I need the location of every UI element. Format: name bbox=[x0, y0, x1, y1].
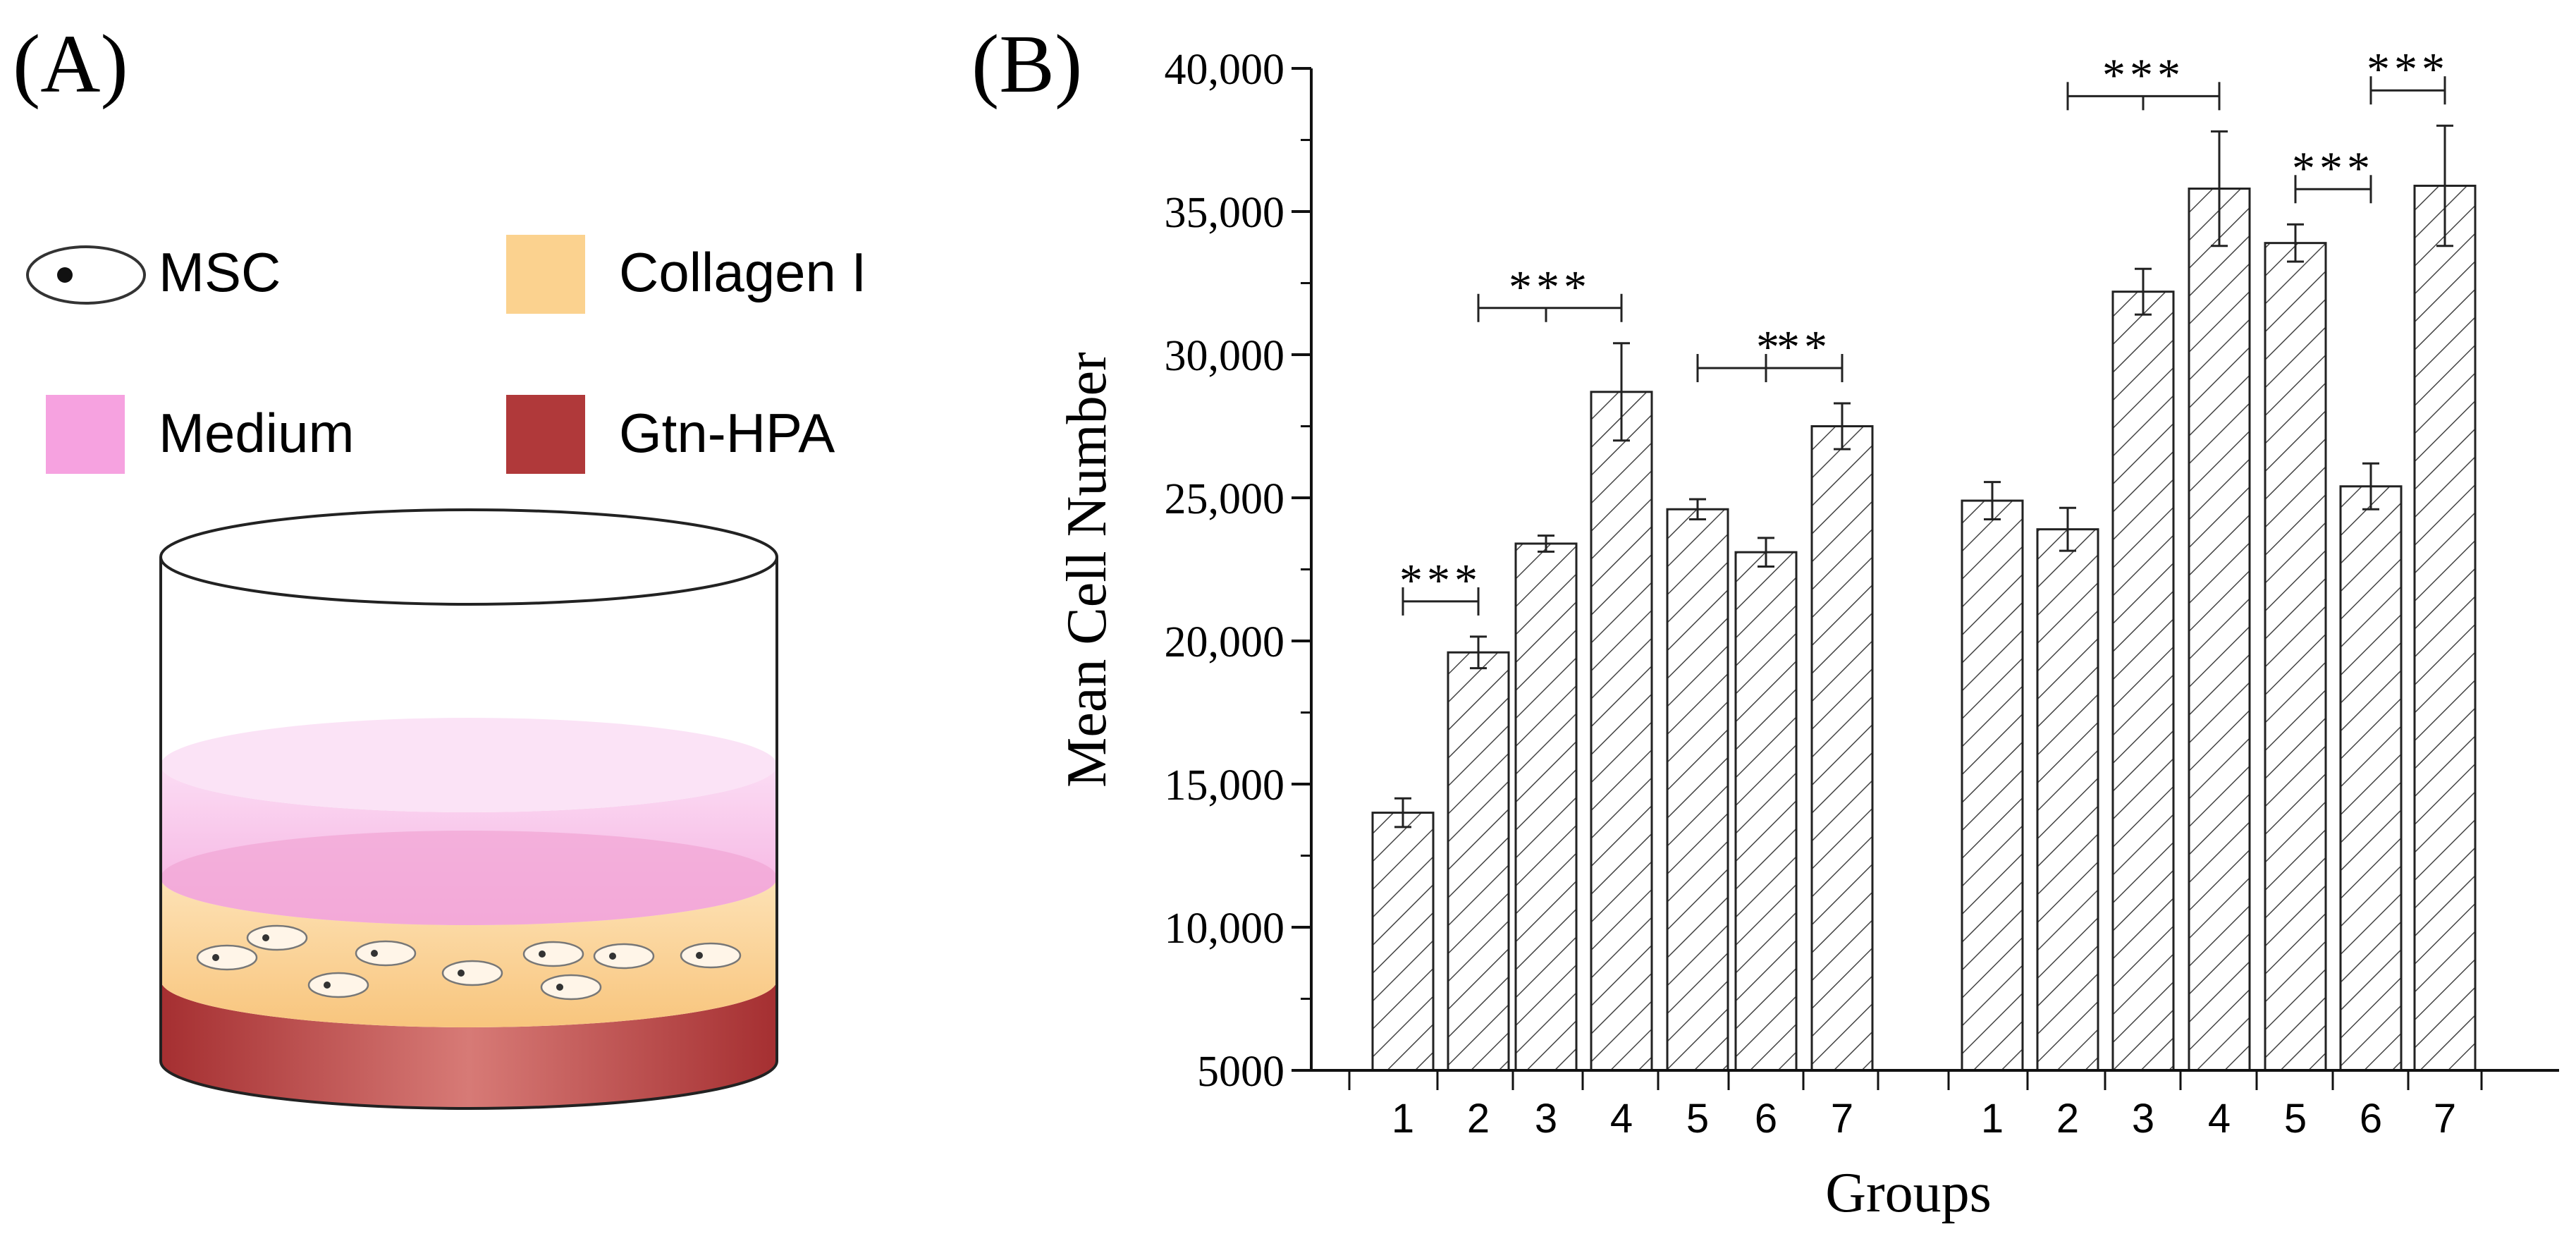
msc-cell bbox=[680, 942, 742, 969]
chart: 5000 10,000 15,000 20,000 25,000 30,000 35,000… bbox=[1056, 44, 2559, 1224]
bar bbox=[2264, 242, 2327, 1072]
x-tick-label: 6 bbox=[2360, 1096, 2382, 1142]
significance-label: *** bbox=[2102, 49, 2185, 101]
bar bbox=[1371, 812, 1435, 1072]
gtn-swatch bbox=[506, 395, 585, 474]
significance-label: ** bbox=[1777, 322, 1832, 373]
legend-gtn-label: Gtn-HPA bbox=[619, 402, 835, 464]
well-top-rim bbox=[159, 508, 778, 606]
x-tick-label: 7 bbox=[2434, 1096, 2456, 1142]
x-tick-label: 5 bbox=[1686, 1096, 1709, 1142]
bar bbox=[2413, 184, 2477, 1072]
x-axis-title: Groups bbox=[1825, 1162, 1992, 1224]
x-tick-label: 1 bbox=[1392, 1096, 1414, 1142]
significance-label: *** bbox=[2367, 44, 2449, 95]
msc-cell bbox=[522, 941, 584, 967]
collagen-swatch bbox=[506, 235, 585, 314]
legend-medium-label: Medium bbox=[159, 402, 354, 464]
bar bbox=[1590, 391, 1653, 1072]
panel-b: (B) 500010,00015,00020,00025,00030,00035… bbox=[971, 18, 2559, 1224]
y-tick-label: 30,000 bbox=[1165, 332, 1285, 380]
bar bbox=[1810, 425, 1874, 1072]
y-tick-label: 35,000 bbox=[1165, 189, 1285, 237]
x-tick-label: 5 bbox=[2284, 1096, 2307, 1142]
significance-label: *** bbox=[2292, 142, 2374, 194]
msc-cells bbox=[196, 924, 742, 1001]
well-bottom-rim bbox=[159, 1060, 778, 1110]
cell-legend-icon bbox=[26, 245, 146, 305]
culture-well-illustration bbox=[159, 508, 778, 1110]
msc-cell bbox=[196, 944, 258, 971]
bar bbox=[1666, 508, 1729, 1072]
msc-cell bbox=[246, 924, 308, 951]
y-tick-label: 25,000 bbox=[1165, 475, 1285, 523]
x-tick-label: 6 bbox=[1755, 1096, 1777, 1142]
significance-label: *** bbox=[1509, 262, 1591, 313]
y-tick-label: 20,000 bbox=[1165, 618, 1285, 666]
significance-brackets: ****************** bbox=[1399, 44, 2449, 616]
x-tick-label: 1 bbox=[1981, 1096, 2004, 1142]
x-tick-label: 3 bbox=[1535, 1096, 1557, 1142]
significance-label: * bbox=[1756, 322, 1784, 373]
bar bbox=[2036, 528, 2099, 1072]
legend-msc-label: MSC bbox=[159, 241, 281, 303]
msc-cell bbox=[355, 940, 417, 967]
panel-b-label: (B) bbox=[971, 18, 1082, 110]
y-tick-label: 10,000 bbox=[1165, 905, 1285, 953]
collagen-top-surface bbox=[161, 831, 777, 925]
bar bbox=[2339, 485, 2403, 1072]
medium-swatch bbox=[46, 395, 125, 474]
bar bbox=[2188, 188, 2251, 1072]
msc-cell bbox=[593, 943, 655, 970]
legend-gtn: Gtn-HPA bbox=[506, 395, 835, 474]
msc-cell bbox=[540, 974, 602, 1001]
y-axis-ticks: 5000 10,000 15,000 20,000 25,000 30,000 35,000… bbox=[1165, 46, 1311, 1096]
x-tick-label: 2 bbox=[1467, 1096, 1490, 1142]
x-tick-label: 7 bbox=[1831, 1096, 1853, 1142]
gtn-layer bbox=[161, 980, 777, 1108]
legend-collagen-label: Collagen I bbox=[619, 241, 866, 303]
medium-top-surface bbox=[161, 718, 777, 812]
msc-cell bbox=[441, 960, 503, 986]
legend-msc: MSC bbox=[26, 241, 281, 305]
significance-label: *** bbox=[1399, 555, 1482, 606]
bar bbox=[1514, 542, 1578, 1072]
y-tick-label: 5000 bbox=[1197, 1048, 1284, 1096]
panel-a-label: (A) bbox=[13, 18, 128, 110]
y-tick-label: 15,000 bbox=[1165, 762, 1285, 809]
x-tick-label: 3 bbox=[2132, 1096, 2154, 1142]
bar bbox=[2111, 291, 2175, 1072]
legend-medium: Medium bbox=[46, 395, 354, 474]
panel-a: (A) MSC Collagen I Medium Gtn-HPA bbox=[13, 18, 866, 1110]
bar bbox=[1734, 551, 1798, 1072]
bar bbox=[1961, 499, 2024, 1072]
msc-cell bbox=[307, 972, 369, 998]
legend-collagen: Collagen I bbox=[506, 235, 866, 314]
x-tick-label: 4 bbox=[2208, 1096, 2231, 1142]
y-axis-title: Mean Cell Number bbox=[1056, 352, 1118, 788]
x-tick-label: 2 bbox=[2056, 1096, 2079, 1142]
x-tick-label: 4 bbox=[1610, 1096, 1633, 1142]
cell-nucleus-icon bbox=[57, 267, 73, 283]
error-bars bbox=[1394, 124, 2453, 829]
y-tick-label: 40,000 bbox=[1165, 46, 1285, 94]
bar bbox=[1447, 651, 1510, 1072]
bars bbox=[1371, 184, 2477, 1072]
